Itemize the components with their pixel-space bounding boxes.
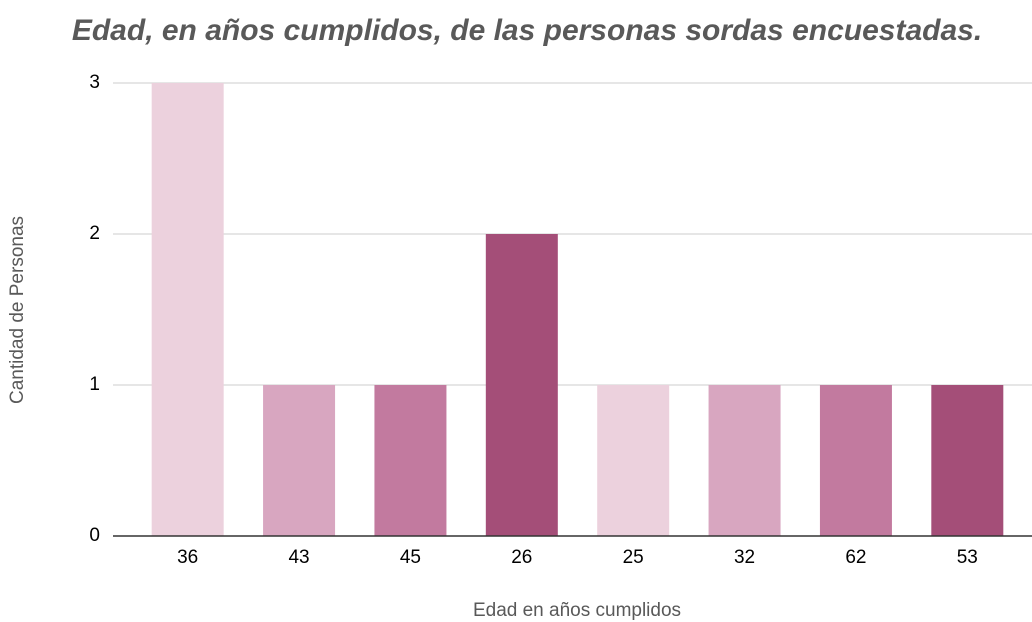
x-tick-label: 53 [957, 547, 978, 568]
y-axis-label: Cantidad de Personas [7, 216, 28, 404]
x-tick-label: 62 [845, 547, 866, 568]
chart-title: Edad, en años cumplidos, de las personas… [72, 14, 982, 47]
bar [931, 385, 1004, 536]
bar [151, 83, 224, 536]
bar [597, 385, 670, 536]
y-tick-label: 2 [89, 223, 100, 244]
bar [708, 385, 781, 536]
y-tick-label: 0 [89, 525, 100, 546]
y-tick-label: 1 [89, 374, 100, 395]
y-tick-label: 3 [89, 72, 100, 93]
bar [485, 234, 558, 536]
x-axis-label: Edad en años cumplidos [473, 600, 681, 621]
x-tick-label: 25 [623, 547, 644, 568]
bar [263, 385, 336, 536]
bar [374, 385, 447, 536]
bar [819, 385, 892, 536]
x-tick-label: 36 [177, 547, 198, 568]
x-tick-label: 43 [288, 547, 309, 568]
x-tick-label: 32 [734, 547, 755, 568]
x-tick-label: 26 [511, 547, 532, 568]
x-tick-label: 45 [400, 547, 421, 568]
